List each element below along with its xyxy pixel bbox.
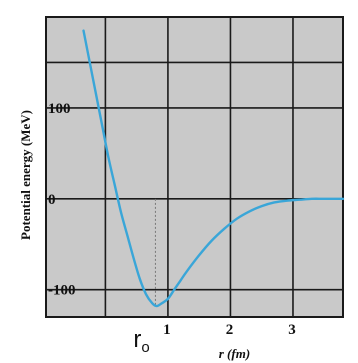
y-tick-label: -100 bbox=[48, 283, 76, 299]
y-tick-label: 0 bbox=[48, 192, 56, 208]
y-tick-labels: 100 0 -100 bbox=[48, 101, 76, 299]
x-tick-label: 3 bbox=[288, 322, 296, 338]
y-axis-label: Potential energy (MeV) bbox=[18, 110, 33, 240]
r0-annotation-base: r bbox=[133, 326, 141, 353]
potential-energy-curve bbox=[82, 29, 345, 308]
y-tick-label: 100 bbox=[48, 101, 71, 117]
x-tick-labels: 1 2 3 bbox=[163, 322, 296, 338]
x-tick-label: 1 bbox=[163, 322, 171, 338]
x-axis-label: r (fm) bbox=[219, 346, 250, 361]
r0-annotation: ro bbox=[133, 326, 149, 356]
plot-frame bbox=[45, 16, 344, 318]
r0-annotation-subscript: o bbox=[141, 339, 149, 356]
x-tick-label: 2 bbox=[226, 322, 234, 338]
grid-lines bbox=[46, 17, 343, 317]
